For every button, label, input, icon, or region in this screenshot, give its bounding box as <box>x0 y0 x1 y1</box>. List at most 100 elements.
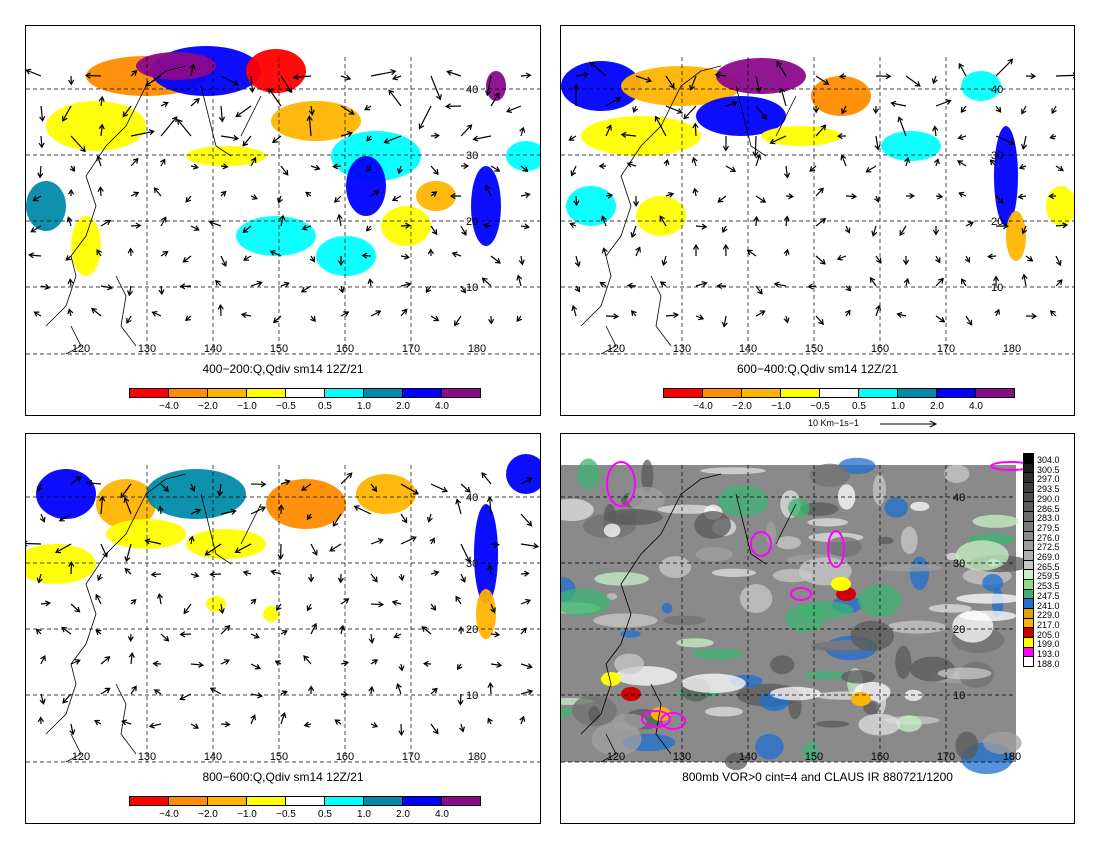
lat-tick-label: 30 <box>466 558 478 570</box>
wind-vector <box>809 165 817 172</box>
wind-vector <box>903 277 910 287</box>
wind-vector <box>36 573 43 584</box>
wind-vector <box>26 540 42 547</box>
panel-800-600: 120 130 140 150 160 170 180 10 20 30 40 800−600:Q,… <box>25 433 541 824</box>
wind-vector <box>280 479 291 486</box>
lon-tick-label: 150 <box>270 751 288 763</box>
colorbar-label: 1.0 <box>357 809 371 820</box>
lon-tick-label: 160 <box>871 751 889 763</box>
wind-vector <box>460 573 466 583</box>
wind-vector <box>598 162 607 170</box>
wind-vector <box>783 165 791 179</box>
wind-vector <box>96 249 102 257</box>
wind-vector <box>899 225 907 237</box>
lon-tick-label: 140 <box>739 343 757 355</box>
wind-vector <box>268 87 282 107</box>
wind-vector <box>280 690 288 696</box>
wind-vector <box>160 633 170 642</box>
wind-vector <box>836 254 847 261</box>
divergence-shade <box>146 469 246 519</box>
ir-colorbar-label: 290.0 <box>1037 493 1060 504</box>
lat-tick-label: 40 <box>953 492 965 504</box>
wind-vector <box>773 281 787 288</box>
wind-vector <box>38 135 45 149</box>
wind-vector <box>785 193 794 200</box>
wind-vector <box>875 304 882 317</box>
wind-vector <box>62 105 72 122</box>
wind-vector <box>716 282 727 290</box>
wind-vector <box>305 191 312 198</box>
wind-vector <box>400 483 419 495</box>
wind-vector <box>151 311 162 317</box>
wind-vector <box>1055 222 1069 229</box>
wind-vector <box>160 116 178 137</box>
wind-vector <box>599 281 607 288</box>
wind-vector <box>250 481 267 488</box>
wind-vector <box>277 543 284 560</box>
wind-vector <box>933 158 940 167</box>
wind-vector <box>620 131 637 138</box>
divergence-shade <box>881 131 941 161</box>
wind-vector <box>130 685 137 695</box>
wind-vector <box>90 307 102 317</box>
wind-vector <box>430 603 437 611</box>
ir-colorbar-label: 269.0 <box>1037 552 1060 562</box>
wind-vector <box>340 472 353 485</box>
ir-colorbar-label: 265.5 <box>1037 561 1060 572</box>
wind-vector <box>220 508 237 515</box>
colorbar-label: 2.0 <box>396 401 410 412</box>
colorbar-label: 0.5 <box>852 401 866 412</box>
wind-vector <box>425 285 432 294</box>
wind-vector <box>280 165 289 176</box>
lon-tick-label: 120 <box>607 751 625 763</box>
wind-vector <box>99 495 106 515</box>
wind-vector <box>516 274 523 287</box>
panel-400-200: 120 130 140 150 160 170 180 10 20 30 40 400−200:Q,… <box>25 25 541 416</box>
wind-vector <box>37 165 44 179</box>
wind-vector <box>128 652 135 665</box>
wind-vector <box>905 192 915 200</box>
wind-vector <box>370 310 382 317</box>
colorbar-label: 1.0 <box>357 401 371 412</box>
wind-vector <box>815 315 824 325</box>
wind-vector <box>430 570 440 577</box>
wind-vector <box>400 253 411 260</box>
wind-vector <box>635 246 641 257</box>
wind-vector <box>600 215 607 227</box>
wind-vector <box>520 165 529 173</box>
wind-vector <box>40 600 51 607</box>
wind-vector <box>472 135 492 142</box>
vorticity-contour <box>790 587 812 601</box>
wind-vector <box>269 250 282 257</box>
wind-vector <box>695 281 708 287</box>
divergence-shade <box>236 216 316 256</box>
wind-vector <box>460 285 466 294</box>
wind-vector <box>370 601 384 608</box>
wind-vector <box>783 248 790 257</box>
wind-vector <box>490 92 500 107</box>
wind-vector <box>361 252 372 259</box>
wind-vector <box>841 105 847 115</box>
wind-vector <box>150 571 162 578</box>
wind-vector <box>220 190 227 197</box>
wind-vector <box>26 68 42 77</box>
panel-ir: 120 130 140 150 160 170 180 10 20 30 40 800mb VOR>… <box>560 433 1075 824</box>
wind-vector <box>932 226 940 236</box>
wind-vector <box>958 62 967 77</box>
wind-vector <box>429 537 435 545</box>
wind-vector <box>520 689 534 696</box>
wind-vector <box>303 721 312 728</box>
wind-vector <box>573 195 580 207</box>
wind-vector <box>430 225 438 236</box>
lon-tick-label: 160 <box>871 343 889 355</box>
divergence-shade <box>346 156 386 216</box>
wind-vector <box>1021 105 1027 115</box>
wind-vector <box>98 123 105 137</box>
wind-vector <box>250 506 267 515</box>
wind-vector <box>39 105 46 122</box>
lon-tick-label: 140 <box>204 751 222 763</box>
wind-vector <box>995 105 1002 113</box>
wind-vector <box>30 225 42 233</box>
wind-vector <box>695 223 708 230</box>
wind-vector <box>995 222 1009 230</box>
